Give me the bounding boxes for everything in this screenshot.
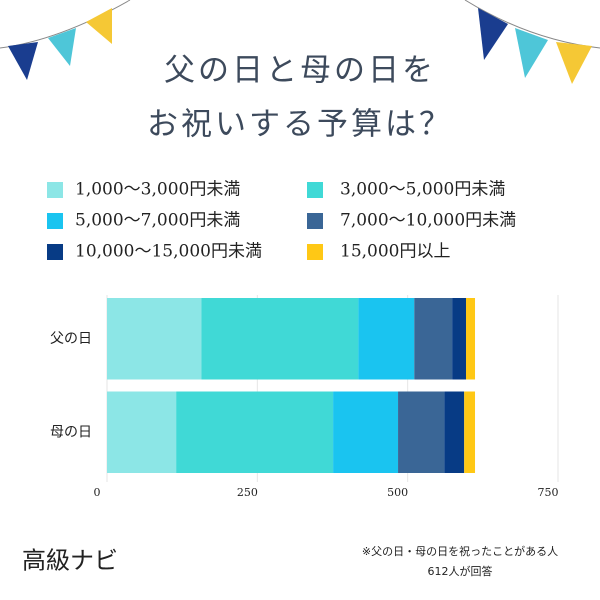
bunting-right [464,0,600,84]
bar-segment [465,298,476,380]
legend-label: 1,000〜3,000円未満 [75,180,240,200]
legend-label: 3,000〜5,000円未満 [340,180,505,200]
y-tick-label: 父の日 [50,331,92,347]
bar-segment [333,391,399,473]
title-line: お祝いする予算は？ [147,107,453,143]
bar-segment [176,391,334,473]
legend-label: 10,000〜15,000円未満 [75,242,262,262]
x-tick-label: 0 [94,486,101,499]
note: ※父の日・母の日を祝ったことがある人 [362,544,558,558]
legend-swatch [307,213,323,229]
legend-swatch [47,213,63,229]
bar-segment [464,391,476,473]
title-line: 父の日と母の日を [164,53,436,89]
legend-label: 5,000〜7,000円未満 [75,211,240,231]
bunting-left [0,0,131,80]
legend-swatch [307,244,323,260]
bar-segment [452,298,466,380]
legend-label: 15,000円以上 [340,242,450,262]
x-tick-label: 500 [387,486,408,499]
legend-label: 7,000〜10,000円未満 [340,211,516,231]
brand: 高級ナビ [22,547,118,575]
x-tick-label: 750 [538,486,559,499]
bar-segment [414,298,453,380]
y-tick-label: 母の日 [50,424,92,440]
x-tick-label: 250 [237,486,258,499]
bar-segment [201,298,359,380]
note: 612人が回答 [428,564,493,578]
bar-segment [358,298,415,380]
legend-swatch [307,182,323,198]
bar-segment [107,298,202,380]
bar-segment [398,391,445,473]
bar-segment [107,391,177,473]
legend-swatch [47,182,63,198]
bar-segment [444,391,465,473]
legend-swatch [47,244,63,260]
